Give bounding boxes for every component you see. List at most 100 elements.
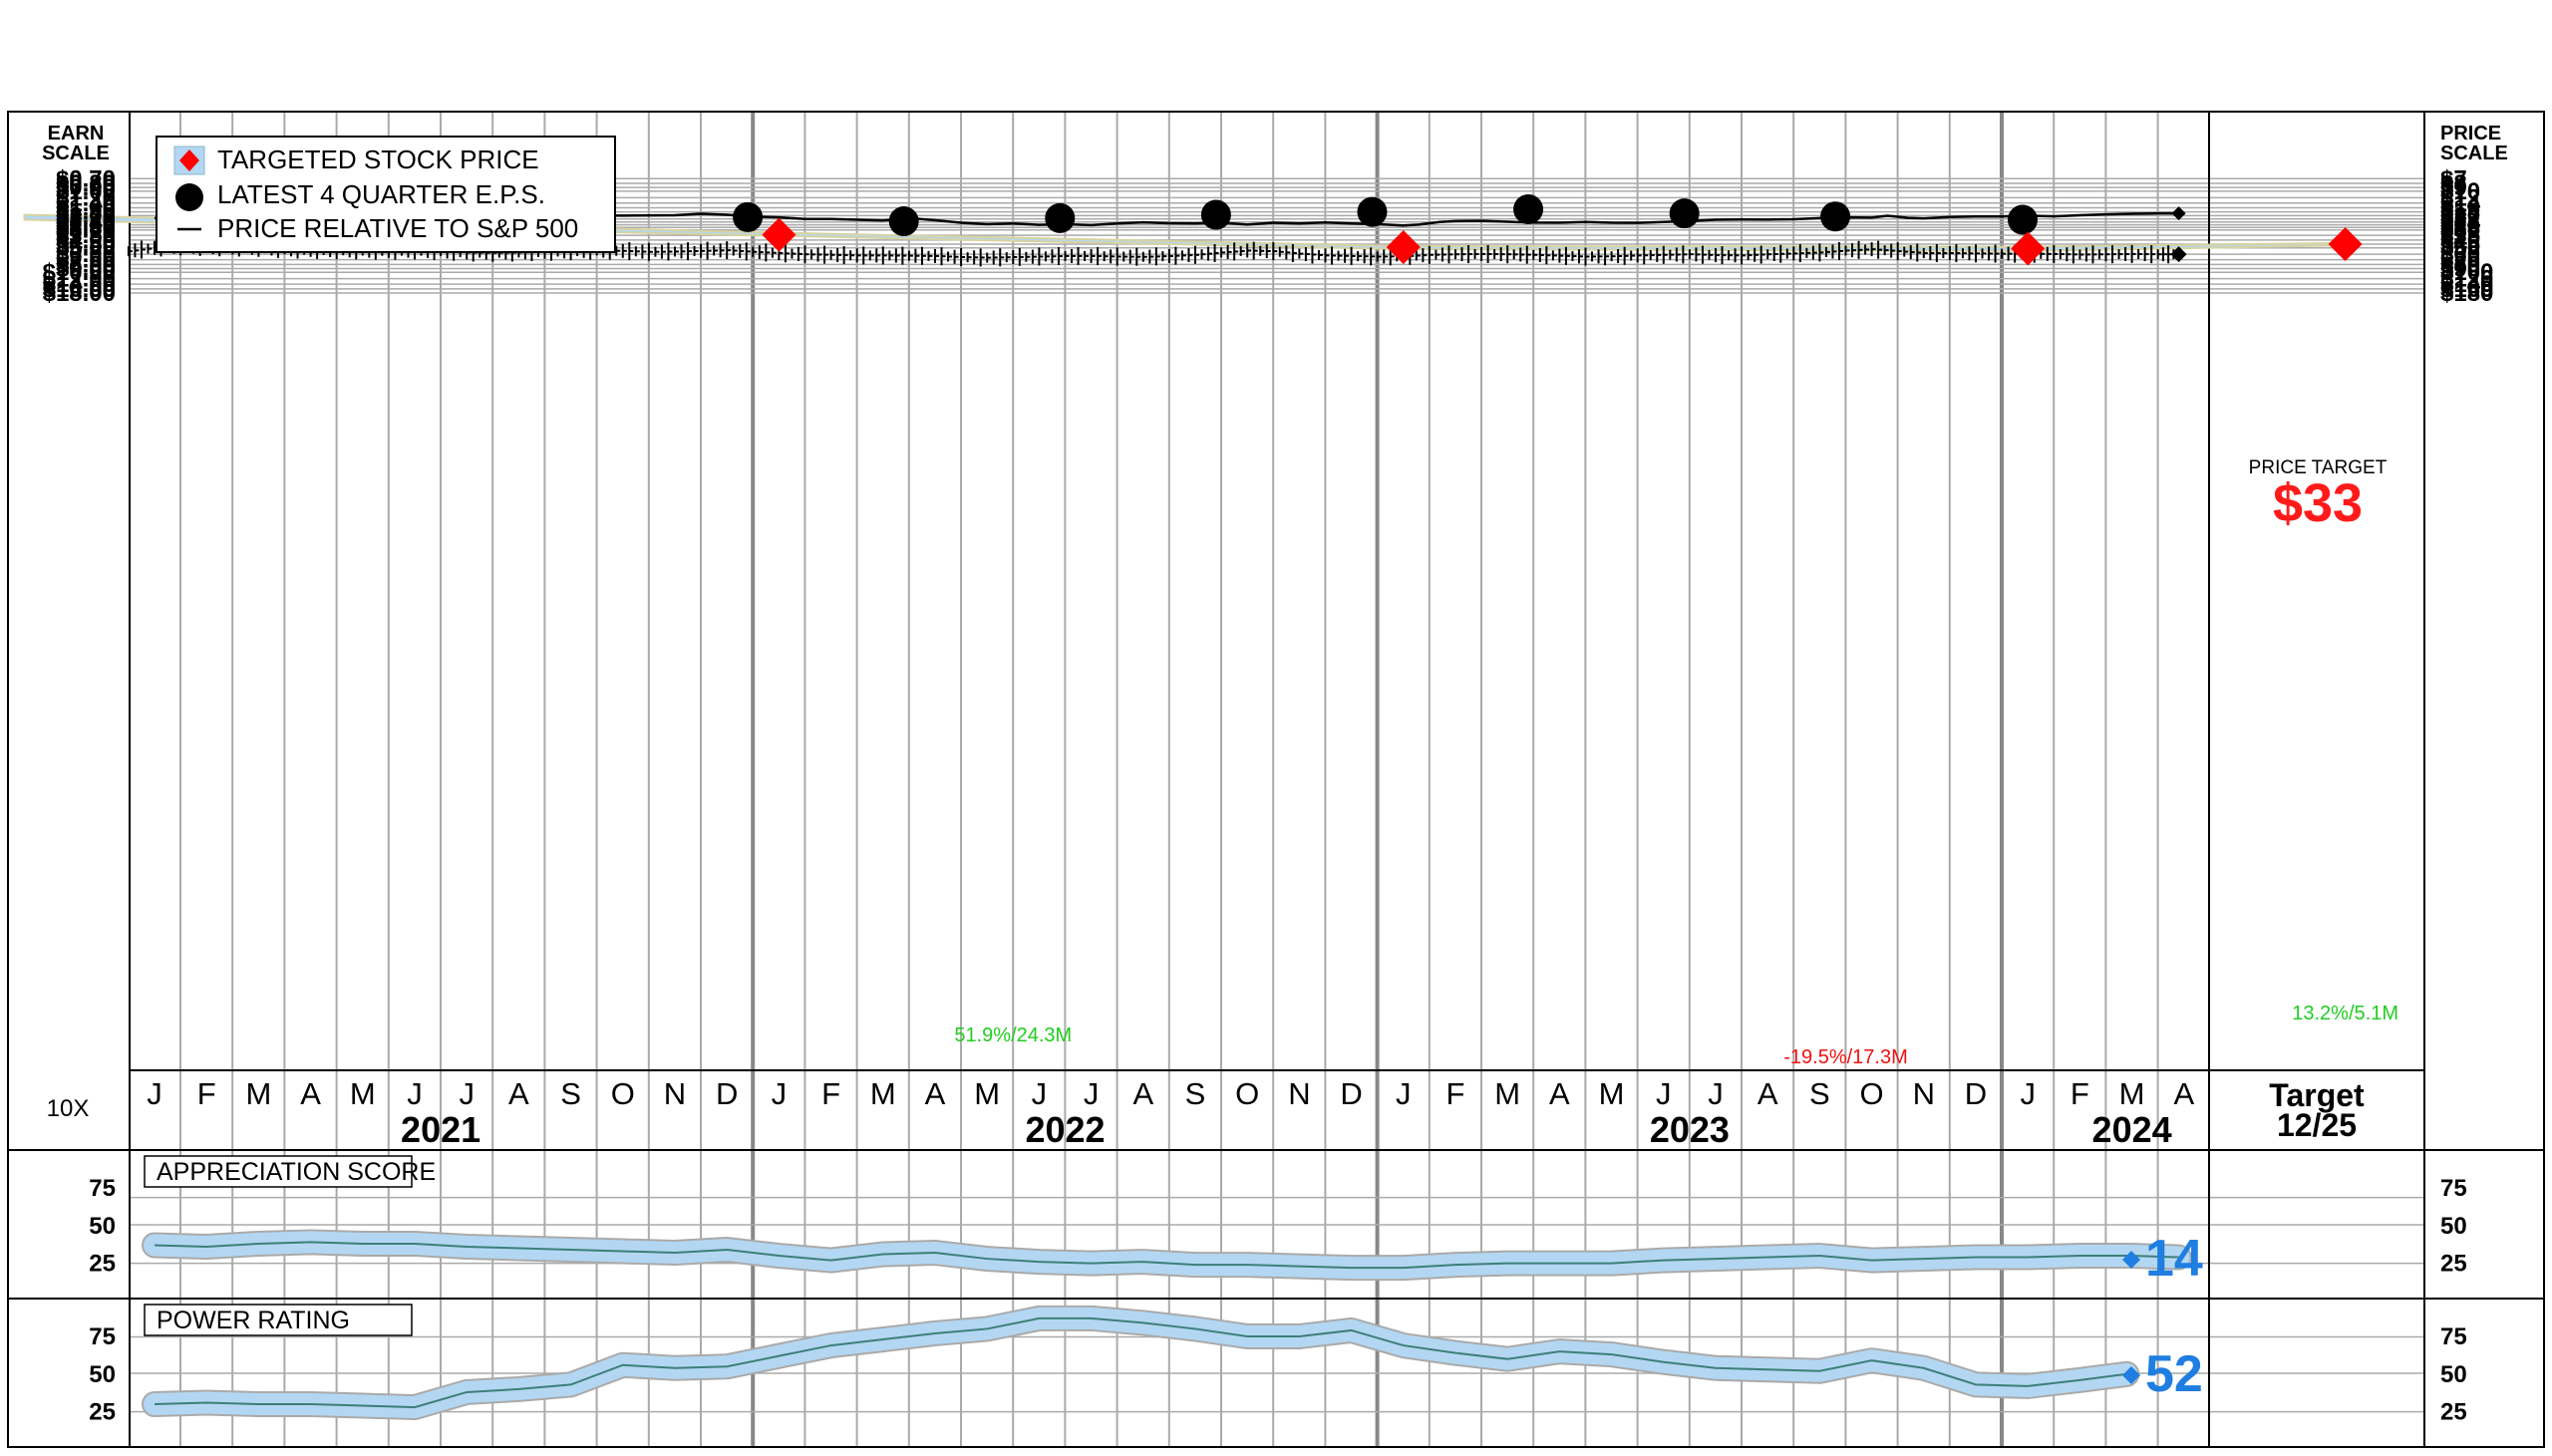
left-tick-label: $1.40 bbox=[56, 190, 116, 217]
left-tick-label: $5.00 bbox=[56, 235, 116, 262]
score-tick-label: 75 bbox=[89, 1323, 116, 1350]
left-tick-label: $7.00 bbox=[56, 247, 116, 274]
month-label: J bbox=[772, 1076, 788, 1111]
annotations: 51.9%/24.3M -19.5%/17.3M 13.2%/5.1M bbox=[954, 1003, 2398, 1068]
annotation-label: 13.2%/5.1M bbox=[2292, 1003, 2398, 1024]
month-label: N bbox=[1288, 1076, 1310, 1111]
target-column-date: 12/25 bbox=[2277, 1107, 2357, 1143]
right-tick-label: $120 bbox=[2440, 266, 2493, 293]
left-tick-label: $2.40 bbox=[56, 209, 116, 236]
right-tick-label: $90 bbox=[2440, 256, 2480, 283]
score-tick-label: 25 bbox=[89, 1399, 116, 1426]
left-tick-label: $2.00 bbox=[56, 202, 116, 229]
left-tick-label: $1.00 bbox=[56, 178, 116, 205]
left-tick-label: $1.60 bbox=[56, 194, 116, 221]
left-tick-label: $18.00 bbox=[43, 280, 116, 307]
month-label: O bbox=[611, 1076, 635, 1111]
month-label: M bbox=[245, 1076, 271, 1111]
eps-dot bbox=[1357, 196, 1388, 227]
score-tick-label: 50 bbox=[89, 1213, 116, 1240]
eps-dot bbox=[1820, 201, 1851, 232]
left-tick-label: $10.00 bbox=[43, 259, 116, 286]
score-tick-label: 25 bbox=[2440, 1251, 2467, 1278]
month-label: J bbox=[2020, 1076, 2036, 1111]
target-price-diamond bbox=[762, 217, 797, 252]
eps-dot bbox=[2007, 204, 2038, 235]
right-axis-title-line-1: PRICE bbox=[2440, 123, 2501, 145]
right-tick-label: $24 bbox=[2440, 209, 2481, 236]
year-label: 2024 bbox=[2092, 1109, 2172, 1150]
price-target-value: $33 bbox=[2273, 473, 2363, 533]
left-tick-label: $1.20 bbox=[56, 184, 116, 211]
month-label: A bbox=[2173, 1076, 2194, 1111]
left-tick-label: $8.00 bbox=[56, 251, 116, 278]
targeted-price-series bbox=[762, 217, 2363, 266]
score-latest-marker bbox=[2122, 1366, 2140, 1384]
month-label: M bbox=[1494, 1076, 1520, 1111]
right-tick-label: $45 bbox=[2440, 231, 2480, 258]
eps-dot bbox=[1200, 199, 1231, 230]
month-label: A bbox=[1549, 1076, 1570, 1111]
month-label: D bbox=[1965, 1076, 1987, 1111]
right-tick-label: $35 bbox=[2440, 222, 2480, 249]
left-tick-label: $2.60 bbox=[56, 212, 116, 239]
month-label: N bbox=[1913, 1076, 1935, 1111]
month-label: N bbox=[664, 1076, 686, 1111]
score-tick-label: 50 bbox=[2440, 1213, 2467, 1240]
month-label: J bbox=[1708, 1076, 1724, 1111]
target-column-title: Target bbox=[2269, 1077, 2365, 1113]
power-panel-title: POWER RATING bbox=[157, 1307, 350, 1334]
score-tick-label: 25 bbox=[89, 1251, 116, 1278]
legend-red-diamond-icon bbox=[179, 149, 199, 171]
legend-label-relative: PRICE RELATIVE TO S&P 500 bbox=[217, 213, 578, 243]
eps-dot bbox=[888, 206, 919, 237]
right-tick-label: $9 bbox=[2440, 174, 2467, 201]
month-label: F bbox=[2071, 1076, 2089, 1111]
target-price-diamond bbox=[2011, 231, 2046, 266]
right-tick-label: $18 bbox=[2440, 199, 2480, 226]
score-latest-marker bbox=[2122, 1251, 2140, 1269]
month-label: D bbox=[716, 1076, 738, 1111]
score-tick-label: 50 bbox=[89, 1361, 116, 1388]
month-label: J bbox=[1084, 1076, 1100, 1111]
month-label: F bbox=[197, 1076, 216, 1111]
score-tick-label: 25 bbox=[2440, 1399, 2467, 1426]
left-tick-label: $2.20 bbox=[56, 206, 116, 233]
right-tick-label: $22 bbox=[2440, 206, 2480, 233]
left-axis-title: EARN SCALE bbox=[42, 123, 110, 164]
right-tick-label: $80 bbox=[2440, 251, 2480, 278]
right-tick-label: $140 bbox=[2440, 271, 2493, 298]
power-ticks: 75 75 50 50 25 25 bbox=[89, 1323, 2466, 1426]
month-label: M bbox=[974, 1076, 1000, 1111]
eps-dot bbox=[733, 201, 764, 232]
left-tick-label: $14.00 bbox=[43, 271, 116, 298]
month-label: O bbox=[1860, 1076, 1884, 1111]
right-axis-title-line-2: SCALE bbox=[2440, 143, 2508, 164]
right-tick-label: $180 bbox=[2440, 280, 2493, 307]
right-tick-label: $16 bbox=[2440, 194, 2480, 221]
month-label: A bbox=[300, 1076, 321, 1111]
year-label: 2021 bbox=[401, 1109, 480, 1150]
right-tick-label: $20 bbox=[2440, 202, 2480, 229]
left-tick-label: $1.80 bbox=[56, 199, 116, 226]
right-tick-label: $60 bbox=[2440, 241, 2480, 268]
right-tick-label: $100 bbox=[2440, 259, 2493, 286]
month-label: A bbox=[925, 1076, 946, 1111]
power-latest-value: 52 bbox=[2145, 1345, 2203, 1403]
month-label: D bbox=[1340, 1076, 1362, 1111]
left-tick-label: $2.80 bbox=[56, 214, 116, 241]
latest-price-marker bbox=[2170, 246, 2187, 263]
eps-dot bbox=[1045, 202, 1076, 233]
month-label: A bbox=[1757, 1076, 1778, 1111]
annotation-label: 51.9%/24.3M bbox=[954, 1024, 1072, 1046]
relative-to-sp500-line bbox=[154, 211, 2179, 227]
score-line bbox=[154, 1316, 2127, 1409]
eps-dot bbox=[1513, 193, 1544, 224]
appreciation-series bbox=[142, 1229, 2192, 1282]
right-axis-title: PRICE SCALE bbox=[2440, 123, 2508, 164]
month-label: J bbox=[147, 1076, 162, 1111]
month-label: A bbox=[508, 1076, 529, 1111]
power-series bbox=[142, 1305, 2140, 1421]
